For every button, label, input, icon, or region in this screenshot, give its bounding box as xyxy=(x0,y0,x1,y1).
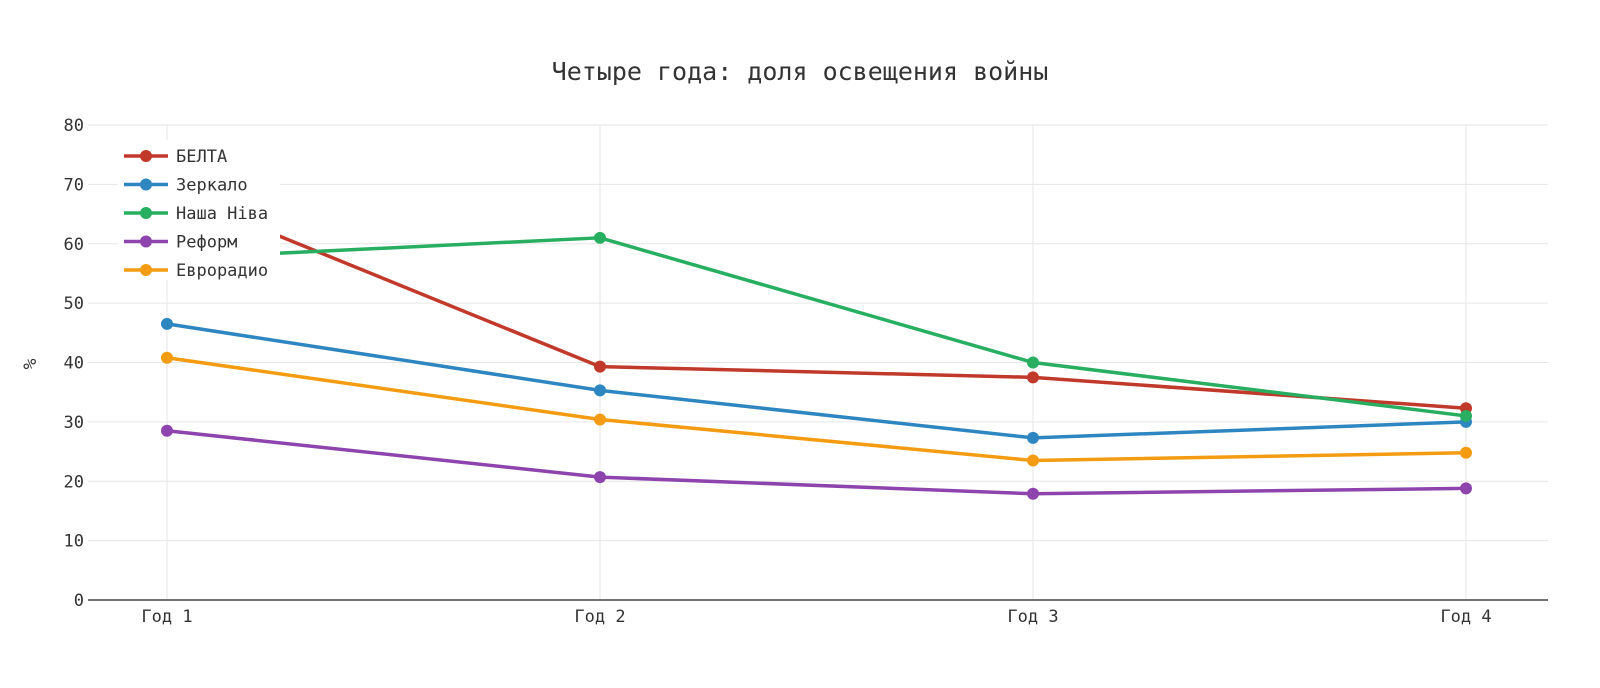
y-tick-label: 50 xyxy=(64,294,84,314)
y-tick-label: 30 xyxy=(64,413,84,433)
series-line xyxy=(166,188,1467,410)
legend-label: Зеркало xyxy=(176,176,248,196)
data-point xyxy=(1027,487,1039,500)
series-group xyxy=(161,184,1472,500)
legend-item: Наша Ніва xyxy=(124,204,268,224)
series-2 xyxy=(161,231,1472,422)
legend-swatch-marker xyxy=(140,178,152,191)
series-3 xyxy=(161,424,1472,500)
series-line xyxy=(166,322,1467,440)
chart-title: Четыре года: доля освещения войны xyxy=(552,57,1049,86)
data-point xyxy=(594,231,606,244)
legend-label: БЕЛТА xyxy=(176,147,227,167)
legend-label: Еврорадио xyxy=(176,261,268,281)
x-tick-label: Год 1 xyxy=(141,607,192,627)
y-tick-label: 40 xyxy=(64,354,84,374)
legend-swatch-marker xyxy=(140,264,152,276)
legend-item: БЕЛТА xyxy=(124,147,227,167)
data-point xyxy=(594,384,606,397)
x-tick-label: Год 3 xyxy=(1007,607,1058,627)
y-tick-label: 70 xyxy=(64,175,84,195)
y-tick-label: 0 xyxy=(74,591,84,611)
legend-swatch-marker xyxy=(140,235,152,248)
data-point xyxy=(594,360,606,373)
y-tick-label: 80 xyxy=(64,116,84,136)
series-line xyxy=(166,356,1467,463)
legend-label: Наша Ніва xyxy=(176,204,268,224)
legend-item: Реформ xyxy=(124,233,237,253)
data-point xyxy=(161,351,173,364)
legend: БЕЛТА Зеркало Наша Ніва Реформ Еврорадио xyxy=(118,140,280,281)
x-tick-label: Год 4 xyxy=(1440,607,1491,627)
data-point xyxy=(594,471,606,484)
y-tick-label: 20 xyxy=(64,472,84,492)
data-point xyxy=(1460,446,1472,459)
legend-swatch-marker xyxy=(140,207,152,219)
legend-item: Еврорадио xyxy=(124,261,268,281)
data-point xyxy=(1460,482,1472,495)
data-point xyxy=(1027,356,1039,369)
data-point xyxy=(161,424,173,437)
data-point xyxy=(1460,409,1472,422)
legend-item: Зеркало xyxy=(124,176,248,196)
data-point xyxy=(1027,454,1039,467)
legend-label: Реформ xyxy=(176,233,237,253)
legend-swatch-marker xyxy=(140,150,152,162)
series-line xyxy=(166,429,1467,496)
data-point xyxy=(161,317,173,330)
x-axis-ticks: Год 1 Год 2 Год 3 Год 4 xyxy=(141,607,1491,627)
y-tick-label: 10 xyxy=(64,532,84,552)
data-point xyxy=(1027,371,1039,384)
series-line xyxy=(166,236,1467,418)
y-axis-ticks: 0 10 20 30 40 50 60 70 80 xyxy=(64,116,84,611)
data-point xyxy=(1027,431,1039,444)
grid xyxy=(88,124,1548,600)
data-point xyxy=(594,413,606,426)
y-tick-label: 60 xyxy=(64,235,84,255)
x-tick-label: Год 2 xyxy=(574,607,625,627)
series-4 xyxy=(161,351,1472,467)
series-1 xyxy=(161,317,1472,444)
y-axis-label: % xyxy=(20,358,41,369)
